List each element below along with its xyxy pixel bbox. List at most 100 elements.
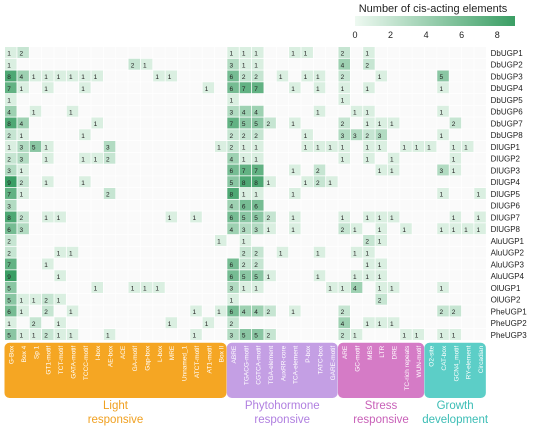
cell-value-label: 1 xyxy=(316,250,320,257)
heatmap-cell xyxy=(29,188,42,199)
cell-value-label: 3 xyxy=(20,156,24,163)
cell-value-label: 1 xyxy=(402,227,406,234)
heatmap-cell xyxy=(128,94,141,105)
heatmap-cells: 1 2 1 1 1 1 1 2 1 1 2 1 3 1 1 4 2 8 4 1 1 1 1 1 1 1 1 6 2 2 1 1 1 2 1 5 7 1 1 1… xyxy=(5,47,486,340)
cell-value-label: 1 xyxy=(7,51,11,58)
cell-value-label: 1 xyxy=(341,215,345,222)
heatmap-cell xyxy=(437,199,449,211)
heatmap-cell xyxy=(54,129,66,141)
cell-value-label: 4 xyxy=(230,156,234,163)
heatmap-cell xyxy=(424,176,437,188)
heatmap-cell xyxy=(338,141,350,152)
cell-value-label: 1 xyxy=(341,156,345,163)
heatmap-cell xyxy=(140,152,153,164)
cell-value-label: 2 xyxy=(230,145,234,152)
heatmap-cell xyxy=(363,188,375,199)
heatmap-cell xyxy=(375,282,388,293)
heatmap-cell xyxy=(91,164,103,176)
column-label: CAT-box xyxy=(441,345,448,371)
row-label: AluUGP2 xyxy=(491,249,525,258)
heatmap-cell xyxy=(276,211,289,223)
heatmap-cell xyxy=(116,211,128,223)
heatmap-cell xyxy=(264,317,276,329)
cell-value-label: 1 xyxy=(20,297,24,304)
cell-value-label: 2 xyxy=(267,215,271,222)
heatmap-cell xyxy=(387,82,400,94)
column-label: ACE xyxy=(120,345,127,359)
heatmap-cell xyxy=(338,47,350,58)
heatmap-cell xyxy=(338,246,350,258)
heatmap-cell xyxy=(350,329,363,340)
cell-value-label: 2 xyxy=(242,262,246,269)
row-labels: DbUGP1 DbUGP2 DbUGP3 DbUGP4 DbUGP5 DbUGP6 DbUG… xyxy=(491,49,528,340)
heatmap-cell xyxy=(239,317,252,329)
heatmap-cell xyxy=(79,258,91,270)
heatmap-cell xyxy=(202,176,215,188)
heatmap-cell xyxy=(128,141,141,152)
heatmap-cell xyxy=(350,117,363,129)
column-label: Gap-box xyxy=(145,345,152,371)
heatmap-cell xyxy=(387,129,400,141)
cell-value-label: 2 xyxy=(452,121,456,128)
cell-value-label: 5 xyxy=(242,274,246,281)
cell-value-label: 8 xyxy=(7,74,11,81)
heatmap-cell xyxy=(140,70,153,82)
cell-value-label: 1 xyxy=(452,227,456,234)
heatmap-cell xyxy=(437,223,449,235)
heatmap-cell xyxy=(461,223,474,235)
heatmap-cell xyxy=(338,58,350,70)
heatmap-cell xyxy=(54,305,66,317)
cell-value-label: 1 xyxy=(439,109,443,116)
cell-value-label: 1 xyxy=(316,109,320,116)
heatmap-cell xyxy=(387,47,400,58)
heatmap-cell xyxy=(140,188,153,199)
cell-value-label: 1 xyxy=(365,86,369,93)
heatmap-cell xyxy=(412,47,425,58)
heatmap-cell xyxy=(42,94,54,105)
heatmap-cell xyxy=(5,164,17,176)
heatmap-cell xyxy=(177,70,190,82)
cell-value-label: 4 xyxy=(230,203,234,210)
heatmap-cell xyxy=(165,47,178,58)
heatmap-cell xyxy=(301,235,313,246)
cell-value-label: 1 xyxy=(168,321,172,328)
heatmap-cell xyxy=(387,211,400,223)
heatmap-cell xyxy=(252,105,264,117)
heatmap-cell xyxy=(79,117,91,129)
heatmap-cell xyxy=(375,317,388,329)
heatmap-cell xyxy=(54,82,66,94)
heatmap-cell xyxy=(165,164,178,176)
heatmap-cell xyxy=(449,176,462,188)
heatmap-cell xyxy=(363,223,375,235)
heatmap-cell xyxy=(91,94,103,105)
heatmap-cell xyxy=(449,117,462,129)
heatmap-cell xyxy=(5,282,17,293)
heatmap-cell xyxy=(375,82,388,94)
heatmap-cell xyxy=(103,164,116,176)
cell-value-label: 7 xyxy=(7,262,11,269)
heatmap-cell xyxy=(252,305,264,317)
cell-value-label: 1 xyxy=(390,215,394,222)
heatmap-cell xyxy=(474,188,486,199)
heatmap-cell xyxy=(313,129,326,141)
cell-value-label: 1 xyxy=(217,239,221,246)
heatmap-cell xyxy=(165,293,178,305)
heatmap-cell xyxy=(54,293,66,305)
heatmap-cell xyxy=(140,305,153,317)
heatmap-cell xyxy=(202,141,215,152)
heatmap-cell xyxy=(66,58,79,70)
cell-value-label: 7 xyxy=(254,168,258,175)
row-label: DbUGP1 xyxy=(491,49,524,58)
heatmap-cell xyxy=(128,235,141,246)
heatmap-cell xyxy=(363,211,375,223)
row-label: DlUGP7 xyxy=(491,213,521,222)
heatmap-cell xyxy=(79,82,91,94)
heatmap-cell xyxy=(91,270,103,282)
heatmap-cell xyxy=(239,117,252,129)
heatmap-cell xyxy=(103,117,116,129)
heatmap-cell xyxy=(338,117,350,129)
heatmap-cell xyxy=(264,129,276,141)
cell-value-label: 1 xyxy=(291,215,295,222)
legend-tick-label: 0 xyxy=(352,30,357,40)
column-label: MBS xyxy=(367,345,374,360)
